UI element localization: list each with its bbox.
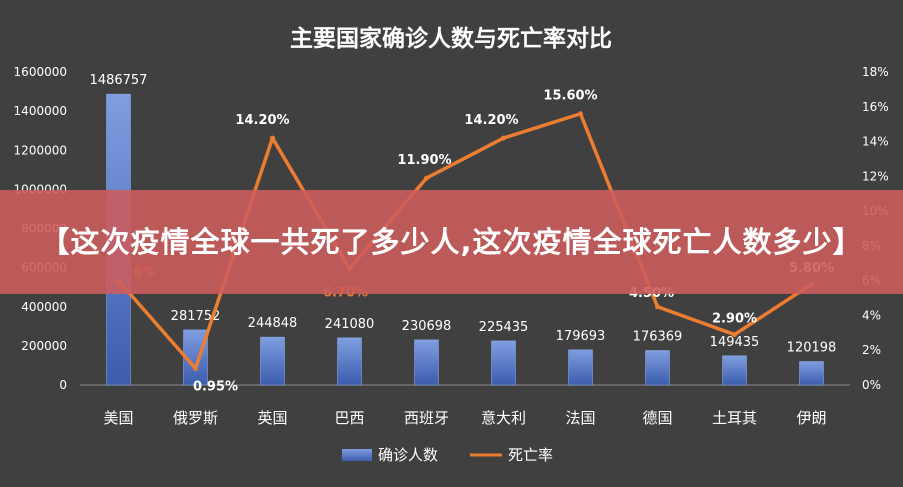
left-axis-tick: 200000 bbox=[21, 339, 67, 353]
bar-value-label: 241080 bbox=[325, 317, 375, 332]
bar-value-label: 230698 bbox=[402, 319, 452, 334]
legend: 确诊人数 死亡率 bbox=[342, 446, 553, 464]
line-value-label: 11.90% bbox=[397, 153, 451, 168]
category-label: 土耳其 bbox=[712, 409, 757, 427]
overlay-banner: 【这次疫情全球一共死了多少人,这次疫情全球死亡人数多少】 bbox=[0, 190, 903, 294]
right-axis-tick: 16% bbox=[862, 100, 889, 114]
bar-value-label: 281752 bbox=[171, 309, 221, 324]
death-rate-point bbox=[424, 175, 429, 181]
category-label: 巴西 bbox=[334, 409, 364, 427]
left-axis-tick: 1400000 bbox=[14, 104, 67, 118]
bar-value-label: 225435 bbox=[479, 320, 529, 335]
banner-text: 【这次疫情全球一共死了多少人,这次疫情全球死亡人数多少】 bbox=[40, 225, 863, 259]
legend-bar-swatch bbox=[342, 449, 372, 461]
line-value-label: 14.20% bbox=[464, 113, 518, 128]
category-label: 伊朗 bbox=[796, 409, 826, 427]
death-rate-point bbox=[501, 135, 506, 141]
category-label: 西班牙 bbox=[404, 409, 449, 427]
bar bbox=[568, 349, 593, 386]
bar-value-label: 176369 bbox=[633, 329, 683, 344]
legend-bar-label: 确诊人数 bbox=[378, 446, 438, 464]
bar-value-label: 244848 bbox=[248, 316, 298, 331]
bar bbox=[645, 350, 670, 386]
bar bbox=[414, 339, 439, 386]
bar-value-label: 179693 bbox=[556, 329, 606, 344]
category-label: 德国 bbox=[642, 409, 672, 427]
category-label: 美国 bbox=[103, 409, 133, 427]
line-value-label: 14.20% bbox=[235, 113, 289, 128]
bar-value-label: 149435 bbox=[710, 335, 760, 350]
right-axis-tick: 0% bbox=[862, 378, 881, 392]
right-axis-tick: 14% bbox=[862, 135, 889, 149]
death-rate-point bbox=[655, 304, 660, 310]
bar bbox=[491, 340, 516, 386]
left-axis-tick: 1600000 bbox=[14, 65, 67, 79]
death-rate-point bbox=[732, 332, 737, 338]
right-axis-tick: 4% bbox=[862, 308, 881, 322]
left-axis-tick: 0 bbox=[59, 378, 67, 392]
category-label: 英国 bbox=[257, 409, 287, 427]
right-axis-tick: 2% bbox=[862, 343, 881, 357]
right-axis-tick: 18% bbox=[862, 65, 889, 79]
chart-title: 主要国家确诊人数与死亡率对比 bbox=[290, 25, 612, 52]
bar bbox=[799, 361, 824, 386]
death-rate-point bbox=[270, 135, 275, 141]
category-labels: 美国 俄罗斯 英国 巴西 西班牙 意大利 法国 德国 土耳其 伊朗 bbox=[103, 409, 826, 427]
bar bbox=[337, 337, 362, 386]
category-label: 意大利 bbox=[481, 409, 526, 427]
category-label: 法国 bbox=[565, 409, 595, 427]
left-axis-tick: 400000 bbox=[21, 300, 67, 314]
line-value-label: 15.60% bbox=[543, 89, 597, 104]
line-value-label: 2.90% bbox=[712, 312, 757, 327]
line-value-label: 0.95% bbox=[193, 379, 238, 394]
bar bbox=[722, 355, 747, 386]
right-axis-tick: 12% bbox=[862, 169, 889, 183]
bar-value-labels: 1486757 281752 244848 241080 230698 225435 179… bbox=[90, 73, 837, 355]
bar bbox=[260, 336, 285, 386]
bar-value-label: 1486757 bbox=[90, 73, 148, 88]
legend-line-label: 死亡率 bbox=[508, 446, 553, 464]
death-rate-point bbox=[578, 111, 583, 117]
death-rate-point bbox=[193, 365, 198, 371]
left-axis-tick: 1200000 bbox=[14, 143, 67, 157]
category-label: 俄罗斯 bbox=[173, 409, 218, 427]
bar-value-label: 120198 bbox=[787, 340, 837, 355]
